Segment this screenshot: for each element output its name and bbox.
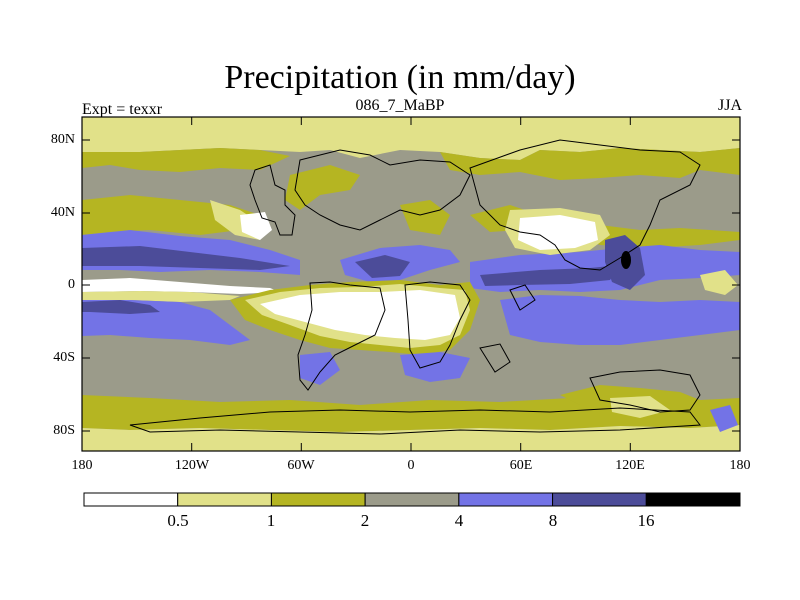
colorbar-level-label: 0.5: [167, 511, 189, 530]
lat-label: 80N: [50, 132, 75, 147]
contour-region: [355, 255, 410, 278]
map-title: Precipitation (in mm/day): [224, 59, 576, 96]
coastline: [294, 149, 471, 231]
lat-label: 0: [68, 277, 75, 292]
contour-region: [440, 148, 740, 180]
contour-region: [710, 405, 738, 432]
contour-region: [82, 300, 160, 314]
contour-region: [82, 246, 290, 270]
coastline: [589, 369, 701, 413]
contour-region: [82, 278, 280, 294]
contour-region: [500, 295, 740, 345]
coastline: [479, 343, 511, 373]
coastline: [297, 281, 386, 391]
contour-region: [518, 215, 598, 250]
lat-label: 80S: [53, 423, 75, 438]
lon-label: 60W: [287, 458, 315, 473]
colorbar-box: [364, 492, 460, 507]
lon-label: 120E: [615, 458, 645, 473]
colorbar-level-label: 16: [637, 511, 655, 530]
colorbar-level-label: 4: [454, 511, 464, 530]
coastlines: [129, 139, 701, 435]
colorbar-box: [458, 492, 554, 507]
coastline: [469, 139, 701, 271]
lon-label: 180: [71, 458, 93, 473]
contour-region: [285, 165, 360, 210]
contour-region: [400, 352, 470, 382]
contour-region: [480, 265, 620, 286]
colorbar-level-label: 1: [266, 511, 276, 530]
axis-ticks: [82, 117, 740, 451]
colorbar: [83, 492, 741, 507]
colorbar-box: [270, 492, 366, 507]
coastline: [129, 407, 701, 435]
contour-region: [82, 148, 290, 172]
contour-region: [700, 270, 738, 295]
contour-region: [82, 117, 740, 160]
lon-label: 60E: [509, 458, 533, 473]
colorbar-box: [83, 492, 179, 507]
colorbar-level-label: 2: [360, 511, 370, 530]
colorbar-box: [552, 492, 647, 507]
contour-region: [82, 395, 740, 432]
colorbar-level-label: 8: [548, 511, 558, 530]
lon-label: 120W: [174, 458, 210, 473]
colorbar-box: [177, 492, 272, 507]
coastline: [509, 284, 536, 311]
coastline: [404, 281, 471, 369]
experiment-label: Expt = texxr: [82, 101, 163, 118]
lon-label: 180: [729, 458, 751, 473]
lat-label: 40N: [50, 205, 75, 220]
contour-region: [82, 291, 240, 302]
colorbar-box: [645, 492, 741, 507]
period-label: 086_7_MaBP: [355, 97, 445, 114]
contour-region: [260, 290, 460, 340]
contour-region: [400, 200, 450, 235]
season-label: JJA: [717, 97, 742, 114]
coastline: [249, 164, 296, 236]
lon-label: 0: [407, 458, 415, 473]
lat-label: 40S: [53, 350, 75, 365]
